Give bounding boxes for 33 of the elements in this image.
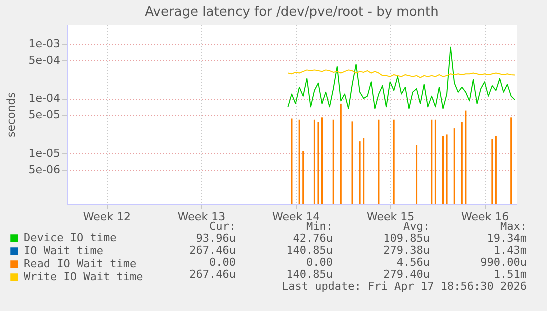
y-tick-label: 1e-04 <box>28 92 60 106</box>
y-tick-label: 5e-04 <box>28 54 60 67</box>
text: 4.56u <box>396 256 430 269</box>
text: 0.00 <box>210 256 236 269</box>
text: 19.34m <box>487 232 527 245</box>
y-tick-label: 1e-03 <box>28 37 60 50</box>
y-tick-label: 1e-05 <box>28 146 60 160</box>
legend-label: Write IO Wait time <box>24 270 144 284</box>
legend-label: Read IO Wait time <box>24 258 137 270</box>
line-series <box>288 70 516 78</box>
text: 1.51m <box>494 268 527 281</box>
legend-label: Device IO time <box>24 232 117 244</box>
line-series <box>288 46 516 110</box>
text: 279.38u <box>384 244 430 257</box>
chart-title: Average latency for /dev/pve/root - by month <box>145 5 439 20</box>
text: 140.85u <box>286 268 333 281</box>
text: 140.85u <box>286 244 333 257</box>
y-tick-label: 5e-06 <box>28 164 60 176</box>
text: 42.76u <box>293 232 333 245</box>
y-tick-label: 5e-05 <box>28 108 60 122</box>
y-axis-title: seconds <box>4 92 18 138</box>
text: Min: <box>306 220 333 233</box>
text: 279.40u <box>384 268 430 281</box>
text: 0.00 <box>306 256 333 269</box>
text: Last update: Fri Apr 17 18:56:30 2026 <box>282 280 527 293</box>
text: 267.46u <box>190 244 236 257</box>
legend-label: IO Wait time <box>24 244 104 258</box>
text: 93.96u <box>196 232 236 245</box>
text: 267.46u <box>190 268 236 281</box>
x-tick-label: Week 12 <box>83 210 132 224</box>
text: 1.43m <box>494 244 527 257</box>
text: 109.85u <box>384 232 430 245</box>
text: 990.00u <box>480 256 527 269</box>
